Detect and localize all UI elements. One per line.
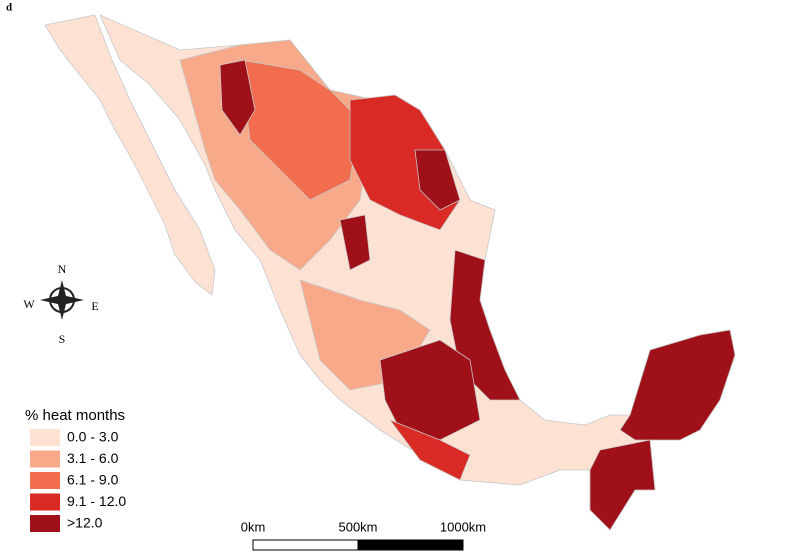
compass-star — [40, 295, 84, 305]
legend-swatch — [30, 450, 60, 468]
scale-segment — [252, 539, 359, 551]
compass-label: E — [91, 299, 98, 313]
legend-label: 3.1 - 6.0 — [67, 450, 119, 466]
region — [379, 339, 481, 441]
scale-bar: 0km 500km 1000km — [241, 519, 486, 551]
region — [339, 214, 371, 271]
legend: 0.0 - 3.0 3.1 - 6.0 6.1 - 9.0 9.1 - 12.0 >12… — [30, 429, 126, 532]
compass: N S W E — [23, 262, 98, 346]
region — [44, 14, 216, 296]
compass-label: W — [23, 297, 35, 311]
legend-swatch — [30, 472, 60, 489]
legend-label: 9.1 - 12.0 — [67, 493, 126, 509]
legend-swatch — [30, 493, 60, 511]
region — [219, 59, 256, 136]
panel-label: d — [6, 2, 12, 14]
scale-label: 0km — [241, 519, 266, 534]
scale-label: 500km — [338, 519, 377, 534]
legend-title: % heat months — [25, 407, 125, 424]
mexico-map — [44, 14, 736, 531]
region — [414, 149, 461, 211]
legend-label: 6.1 - 9.0 — [67, 472, 119, 488]
compass-ring — [49, 287, 75, 313]
compass-label: N — [58, 262, 67, 276]
region — [619, 329, 736, 441]
scale-label: 1000km — [440, 519, 486, 534]
compass-label: S — [59, 332, 66, 346]
legend-swatch — [30, 515, 60, 532]
scale-segment — [357, 539, 464, 551]
legend-label: >12.0 — [67, 515, 103, 531]
region — [589, 439, 656, 531]
region — [239, 59, 361, 201]
legend-label: 0.0 - 3.0 — [67, 429, 119, 445]
region — [388, 419, 471, 481]
legend-swatch — [30, 429, 60, 446]
